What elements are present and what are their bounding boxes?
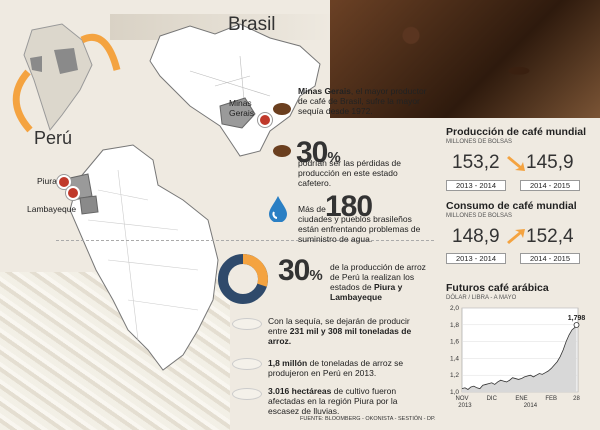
chart-title: Futuros café arábica <box>446 282 549 294</box>
lambayeque-marker-icon <box>66 186 80 200</box>
peru-title: Perú <box>34 128 73 148</box>
hectares-fact: 3.016 hectáreas de cultivo fueron afecta… <box>268 386 398 416</box>
consumo-year-2: 2014 - 2015 <box>520 253 580 264</box>
million-fact: 1,8 millón de toneladas de arroz se prod… <box>268 358 404 378</box>
consumo-value-2014: 152,4 <box>526 226 574 247</box>
brazil-map <box>149 23 321 157</box>
consumo-value-2013: 148,9 <box>452 226 500 247</box>
minas-fact: Minas Gerais, el mayor productor de café… <box>298 86 427 116</box>
produccion-value-2014: 145,9 <box>526 152 574 173</box>
y-tick-label: 2,0 <box>450 305 459 312</box>
rice-grain-icon-3 <box>232 388 262 400</box>
series-area <box>462 324 577 392</box>
consumo-year-1: 2013 - 2014 <box>446 253 506 264</box>
produccion-year-1: 2013 - 2014 <box>446 180 506 191</box>
minas-gerais-region <box>219 97 256 129</box>
year-label: 2014 <box>524 403 538 409</box>
coffee-bean-icon <box>273 103 291 115</box>
piura-label: Piura <box>37 176 57 186</box>
lambayeque-region <box>79 195 99 215</box>
chart-ylabel: DÓLAR / LIBRA - A MAYO <box>446 295 517 301</box>
y-tick-label: 1,4 <box>450 355 459 362</box>
source-note: FUENTE: BLOOMBERG - OKONISTA - SESTIÓN -… <box>300 416 436 422</box>
up-arrow-icon <box>507 229 525 244</box>
minas-marker-icon <box>258 113 272 127</box>
produccion-value-2013: 153,2 <box>452 152 500 173</box>
rice-grain-icon <box>232 318 262 330</box>
lambayeque-label: Lambayeque <box>27 204 77 214</box>
consumo-unit: MILLONES DE BOLSAS <box>446 213 513 219</box>
cities-text: ciudades y pueblos brasileños están enfr… <box>298 214 421 244</box>
brasil-title: Brasil <box>228 14 276 35</box>
piura-marker-icon <box>57 175 71 189</box>
drought-fact: Con la sequía, se dejarán de producir en… <box>268 316 412 346</box>
loss-stat: 30% <box>296 136 341 169</box>
y-tick-label: 1,6 <box>450 339 459 346</box>
year-label: 2013 <box>458 403 472 409</box>
cities-prefix: Más de <box>298 204 326 214</box>
down-arrow-icon <box>507 156 525 171</box>
cities-stat: 180 <box>325 190 373 223</box>
rice-text: de la producción de arroz de Perú la rea… <box>330 262 426 302</box>
coffee-beans-photo <box>330 0 600 118</box>
y-tick-label: 1,8 <box>450 322 459 329</box>
south-america-locator <box>12 23 121 133</box>
minas-label-2: Gerais <box>229 108 255 118</box>
peru-map <box>69 144 219 371</box>
rice-share-donut <box>218 254 268 304</box>
x-tick-label: NOV <box>455 396 468 402</box>
x-tick-label: ENE <box>515 396 527 402</box>
water-drop-icon <box>269 196 287 222</box>
produccion-unit: MILLONES DE BOLSAS <box>446 139 513 145</box>
last-value-label: 1,798 <box>568 315 586 322</box>
y-tick-label: 1,2 <box>450 372 459 379</box>
consumo-title: Consumo de café mundial <box>446 200 577 212</box>
series-line <box>461 324 577 390</box>
coffee-bean-icon-2 <box>273 145 291 157</box>
section-divider <box>56 240 434 241</box>
produccion-title: Producción de café mundial <box>446 126 587 138</box>
y-tick-label: 1,0 <box>450 389 459 396</box>
x-tick-label: 28 <box>573 396 580 402</box>
x-tick-label: DIC <box>487 396 498 402</box>
loss-text: podrían ser las pérdidas de producción e… <box>298 158 402 188</box>
last-point-marker <box>573 322 580 328</box>
minas-label-1: Minas <box>229 98 252 108</box>
produccion-year-2: 2014 - 2015 <box>520 180 580 191</box>
x-tick-label: FEB <box>545 396 557 402</box>
rice-stat: 30% <box>278 254 323 287</box>
rice-grain-icon-2 <box>232 358 262 370</box>
